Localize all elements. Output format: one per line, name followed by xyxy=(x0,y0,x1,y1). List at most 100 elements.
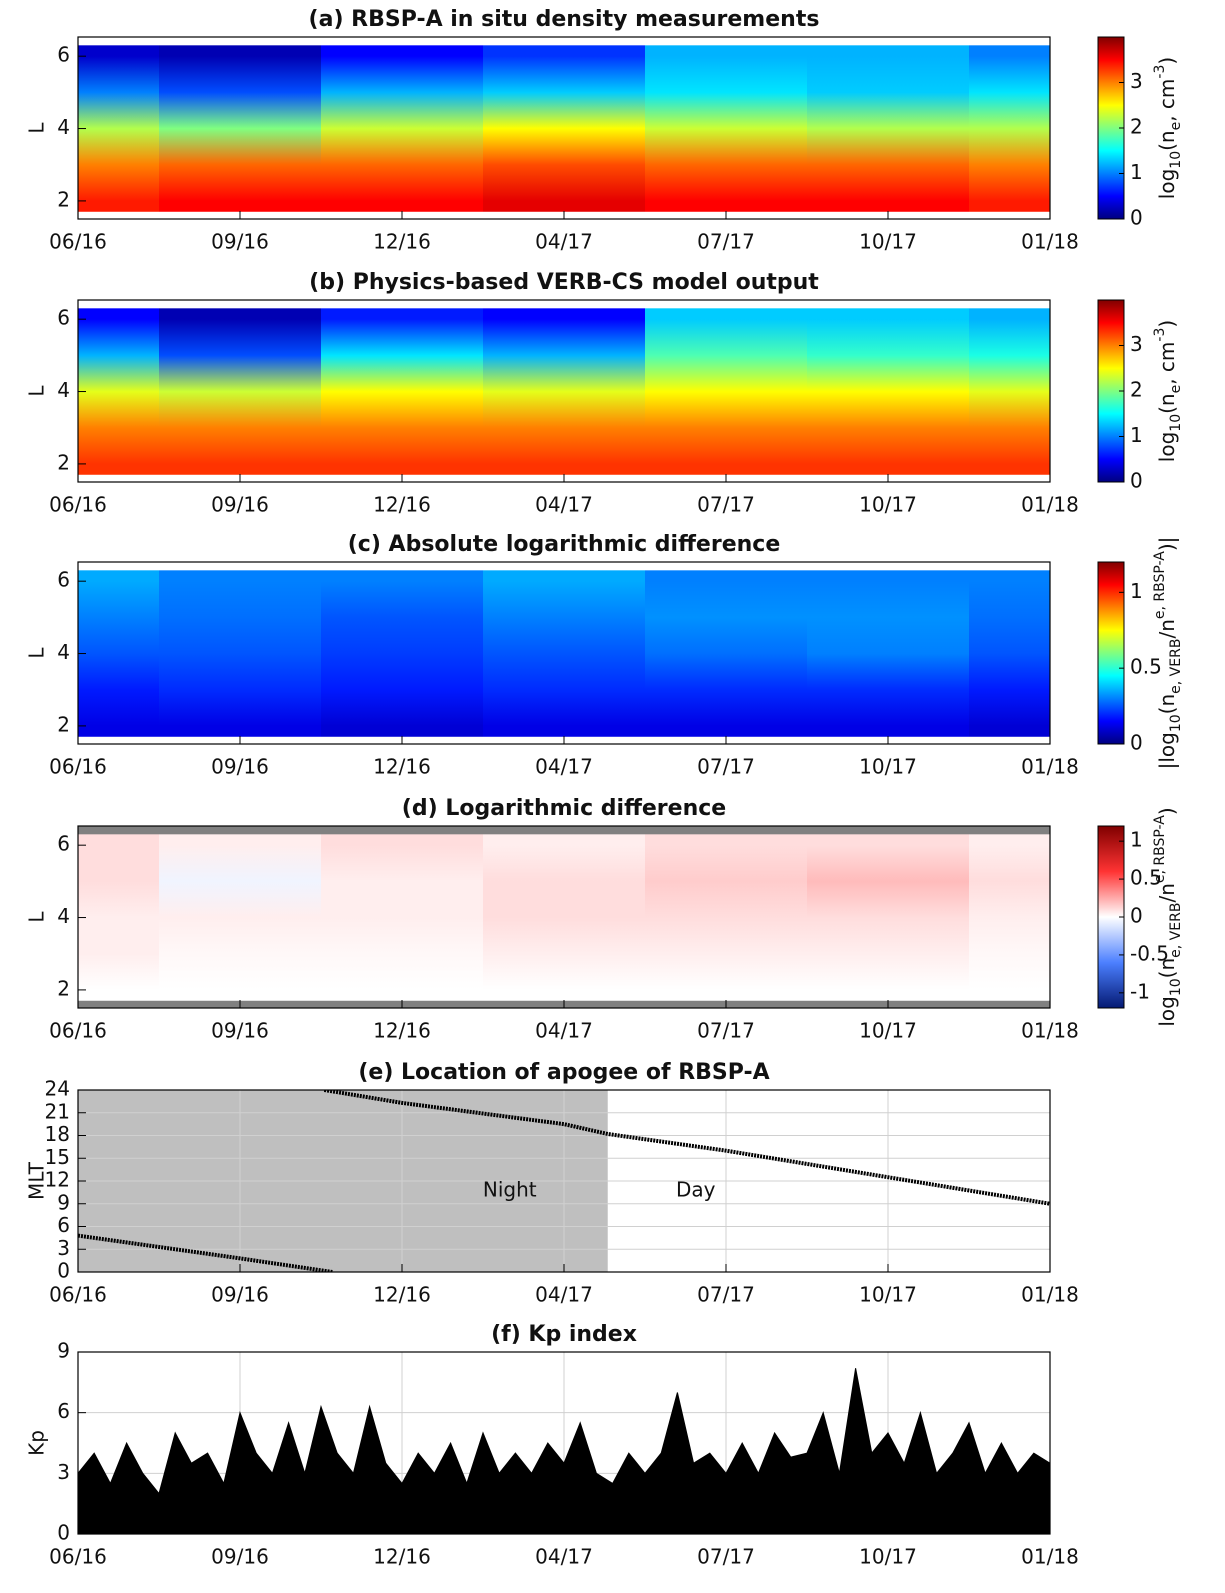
y-tick-label: 6 xyxy=(57,568,70,592)
y-tick-label: 0 xyxy=(57,1521,70,1545)
x-tick-label: 12/16 xyxy=(373,1283,431,1307)
colorbar-tick-label: 3 xyxy=(1130,69,1143,93)
plot-area xyxy=(78,826,1050,1008)
colorbar-label-part: e, VERB xyxy=(1168,639,1184,694)
x-tick-label: 07/17 xyxy=(697,230,755,254)
heatmap-column xyxy=(969,834,1050,1001)
colorbar-label-part: 10 xyxy=(1168,414,1184,432)
colorbar-tick-label: 2 xyxy=(1130,378,1143,402)
heatmap-column xyxy=(969,45,1050,212)
y-tick-label: 15 xyxy=(45,1145,70,1169)
y-tick-label: 24 xyxy=(45,1077,70,1101)
x-tick-label: 09/16 xyxy=(211,493,269,517)
heatmap-column xyxy=(969,308,1050,475)
y-axis-label: MLT xyxy=(25,1161,49,1200)
colorbar-label-part: log xyxy=(1155,432,1179,463)
annotation: Day xyxy=(676,1178,716,1202)
x-tick-label: 12/16 xyxy=(373,1019,431,1043)
x-tick-label: 10/17 xyxy=(859,230,917,254)
y-tick-label: 4 xyxy=(57,115,70,139)
colorbar-label: log10(ne, VERB/ne, RBSP-A) xyxy=(1152,807,1184,1026)
plot-area xyxy=(78,570,1050,737)
heatmap-column xyxy=(645,45,807,212)
y-tick-label: 4 xyxy=(57,640,70,664)
x-tick-label: 07/17 xyxy=(697,1545,755,1569)
colorbar-label-part: /n xyxy=(1155,883,1179,902)
x-tick-label: 04/17 xyxy=(535,1283,593,1307)
heatmap-column xyxy=(159,45,321,212)
x-tick-label: 01/18 xyxy=(1021,1545,1079,1569)
colorbar-tick-label: 0 xyxy=(1130,904,1143,928)
heatmap-column xyxy=(807,834,969,1001)
colorbar-label-part: )| xyxy=(1155,537,1179,552)
y-axis-label: L xyxy=(25,911,49,923)
y-tick-label: 6 xyxy=(57,43,70,67)
y-tick-label: 6 xyxy=(57,832,70,856)
y-tick-label: 18 xyxy=(45,1122,70,1146)
x-tick-label: 04/17 xyxy=(535,755,593,779)
x-tick-label: 01/18 xyxy=(1021,493,1079,517)
colorbar-label-part: , cm xyxy=(1155,79,1179,122)
colorbar-label-part: -3 xyxy=(1152,328,1168,342)
heatmap-column xyxy=(159,834,321,1001)
y-tick-label: 21 xyxy=(45,1099,70,1123)
x-tick-label: 09/16 xyxy=(211,1283,269,1307)
x-tick-label: 07/17 xyxy=(697,493,755,517)
x-tick-label: 12/16 xyxy=(373,493,431,517)
colorbar-tick-label: 1 xyxy=(1130,423,1143,447)
y-tick-label: 2 xyxy=(57,712,70,736)
plot-area xyxy=(78,45,1050,212)
y-tick-label: 2 xyxy=(57,450,70,474)
heatmap-column xyxy=(483,570,645,737)
colorbar-label-part: log xyxy=(1155,169,1179,200)
heatmap-column xyxy=(321,308,483,475)
colorbar-label-part: e, VERB xyxy=(1168,903,1184,958)
colorbar-tick-label: 1 xyxy=(1130,160,1143,184)
colorbar-label-part: e xyxy=(1168,122,1184,131)
plot-area xyxy=(78,308,1050,475)
heatmap-column xyxy=(807,308,969,475)
y-tick-label: 2 xyxy=(57,976,70,1000)
heatmap-column xyxy=(645,308,807,475)
y-tick-label: 4 xyxy=(57,378,70,402)
colorbar-label: |log10(ne, VERB/ne, RBSP-A)| xyxy=(1152,537,1184,770)
colorbar-label-part: ) xyxy=(1155,320,1179,328)
colorbar-label-part: |log xyxy=(1155,732,1179,769)
heatmap-column xyxy=(807,45,969,212)
colorbar-label-part: (n xyxy=(1155,393,1179,413)
y-tick-label: 9 xyxy=(57,1339,70,1363)
x-tick-label: 06/16 xyxy=(49,1283,107,1307)
x-tick-label: 07/17 xyxy=(697,755,755,779)
colorbar-tick-label: 0 xyxy=(1130,206,1143,230)
y-tick-label: 6 xyxy=(57,306,70,330)
y-tick-label: 12 xyxy=(45,1168,70,1192)
y-axis-label: L xyxy=(25,385,49,397)
colorbar-tick-label: -1 xyxy=(1130,979,1150,1003)
colorbar-label-part: e xyxy=(1168,385,1184,394)
panel-title: (d) Logarithmic difference xyxy=(402,796,726,821)
colorbar-tick-label: 0.5 xyxy=(1130,866,1162,890)
colorbar-label-part: 10 xyxy=(1168,978,1184,996)
x-tick-label: 06/16 xyxy=(49,755,107,779)
x-tick-label: 04/17 xyxy=(535,493,593,517)
y-axis-label: L xyxy=(25,647,49,659)
heatmap-column xyxy=(483,834,645,1001)
heatmap-column xyxy=(159,308,321,475)
annotation: Night xyxy=(483,1178,537,1202)
x-tick-label: 07/17 xyxy=(697,1019,755,1043)
colorbar xyxy=(1097,561,1125,745)
x-tick-label: 09/16 xyxy=(211,755,269,779)
colorbar-tick-label: 0 xyxy=(1130,469,1143,493)
colorbar-label-part: , cm xyxy=(1155,342,1179,385)
heatmap-column xyxy=(969,570,1050,737)
colorbar-label-part: ) xyxy=(1155,807,1179,815)
y-tick-label: 3 xyxy=(57,1236,70,1260)
heatmap-column xyxy=(321,45,483,212)
x-tick-label: 09/16 xyxy=(211,230,269,254)
x-tick-label: 10/17 xyxy=(859,1545,917,1569)
kp-area xyxy=(78,1368,1050,1534)
heatmap-column xyxy=(321,570,483,737)
colorbar-tick-label: 2 xyxy=(1130,115,1143,139)
heatmap-column xyxy=(483,45,645,212)
